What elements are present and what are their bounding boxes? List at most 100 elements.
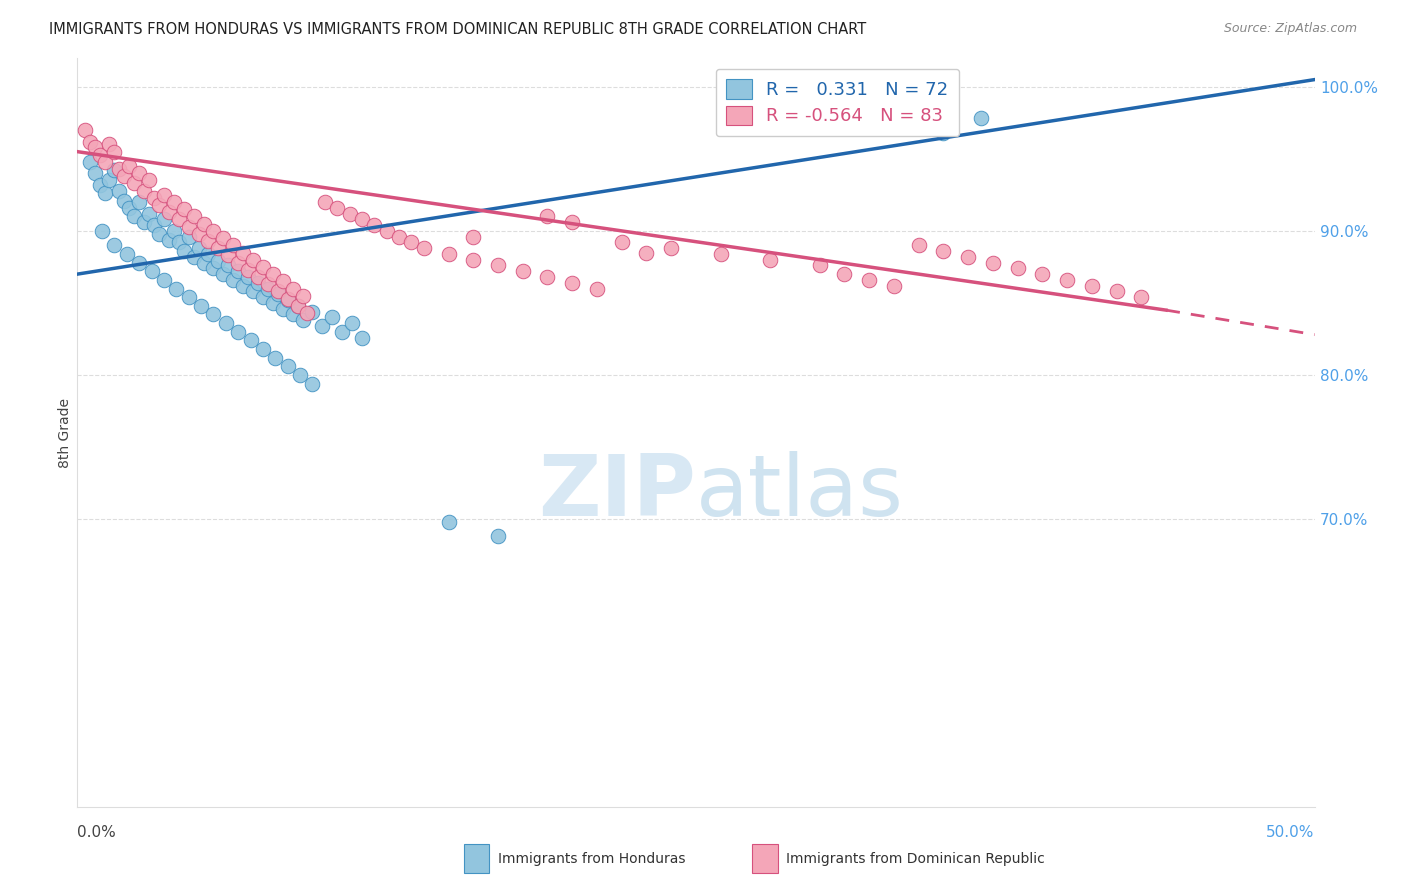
Point	[257, 277, 280, 292]
Text: atlas: atlas	[696, 451, 904, 534]
Y-axis label: 8th Grade: 8th Grade	[58, 398, 72, 467]
Point	[271, 274, 294, 288]
Point	[314, 195, 336, 210]
Point	[177, 219, 200, 234]
Point	[246, 276, 269, 290]
Point	[363, 218, 385, 232]
Point	[141, 264, 163, 278]
Point	[1056, 273, 1078, 287]
Point	[512, 264, 534, 278]
Point	[636, 245, 658, 260]
Point	[226, 264, 249, 278]
Point	[183, 210, 205, 224]
Point	[236, 270, 259, 285]
Point	[246, 270, 269, 285]
Point	[239, 334, 262, 348]
Point	[215, 316, 238, 330]
Point	[148, 198, 170, 212]
Point	[610, 235, 633, 250]
Point	[252, 342, 274, 356]
Point	[242, 285, 264, 299]
Point	[277, 293, 299, 307]
Point	[297, 306, 319, 320]
Point	[138, 173, 160, 187]
Point	[277, 292, 299, 306]
Point	[93, 186, 115, 201]
Text: Source: ZipAtlas.com: Source: ZipAtlas.com	[1223, 22, 1357, 36]
Point	[190, 299, 212, 313]
Point	[177, 290, 200, 304]
Point	[252, 260, 274, 274]
Point	[212, 267, 235, 281]
Text: Immigrants from Dominican Republic: Immigrants from Dominican Republic	[786, 852, 1045, 865]
Point	[187, 227, 209, 241]
Point	[267, 287, 290, 301]
Text: ZIP: ZIP	[538, 451, 696, 534]
Point	[1031, 267, 1053, 281]
Point	[207, 241, 229, 255]
Point	[271, 301, 294, 316]
Point	[277, 359, 299, 374]
Legend: R =   0.331   N = 72, R = -0.564   N = 83: R = 0.331 N = 72, R = -0.564 N = 83	[716, 69, 959, 136]
Point	[291, 289, 314, 303]
Point	[112, 169, 135, 183]
Point	[98, 173, 121, 187]
Point	[330, 325, 353, 339]
Point	[177, 229, 200, 244]
Point	[153, 187, 176, 202]
Point	[932, 126, 955, 140]
Point	[287, 299, 309, 313]
Point	[197, 234, 219, 248]
Point	[981, 255, 1004, 269]
Point	[350, 330, 373, 344]
Point	[1007, 261, 1029, 276]
FancyBboxPatch shape	[752, 844, 778, 873]
Point	[437, 515, 460, 529]
Point	[173, 202, 195, 217]
Point	[437, 247, 460, 261]
Point	[226, 325, 249, 339]
Point	[163, 195, 186, 210]
Point	[193, 217, 215, 231]
Point	[103, 163, 125, 178]
Text: 50.0%: 50.0%	[1267, 825, 1315, 840]
Point	[586, 281, 609, 295]
Point	[217, 248, 239, 262]
Point	[183, 250, 205, 264]
Point	[187, 241, 209, 255]
Point	[83, 140, 105, 154]
Point	[759, 252, 782, 267]
Point	[858, 273, 880, 287]
Point	[486, 259, 509, 273]
Point	[1130, 290, 1153, 304]
Point	[165, 281, 187, 295]
Text: 0.0%: 0.0%	[77, 825, 117, 840]
Point	[108, 184, 131, 198]
Point	[128, 255, 150, 269]
Point	[232, 245, 254, 260]
Point	[834, 267, 856, 281]
Point	[1105, 285, 1128, 299]
Point	[1081, 278, 1104, 293]
FancyBboxPatch shape	[464, 844, 489, 873]
Point	[212, 231, 235, 245]
Point	[262, 267, 284, 281]
Point	[907, 238, 929, 252]
Point	[291, 313, 314, 327]
Point	[281, 281, 304, 295]
Point	[401, 235, 423, 250]
Point	[202, 224, 225, 238]
Point	[264, 351, 287, 365]
Point	[561, 276, 583, 290]
Point	[321, 310, 343, 325]
Point	[93, 154, 115, 169]
Point	[301, 376, 323, 391]
Point	[98, 137, 121, 152]
Point	[326, 201, 349, 215]
Point	[659, 241, 682, 255]
Point	[808, 259, 831, 273]
Point	[89, 147, 111, 161]
Point	[222, 238, 245, 252]
Point	[267, 285, 290, 299]
Point	[287, 299, 309, 313]
